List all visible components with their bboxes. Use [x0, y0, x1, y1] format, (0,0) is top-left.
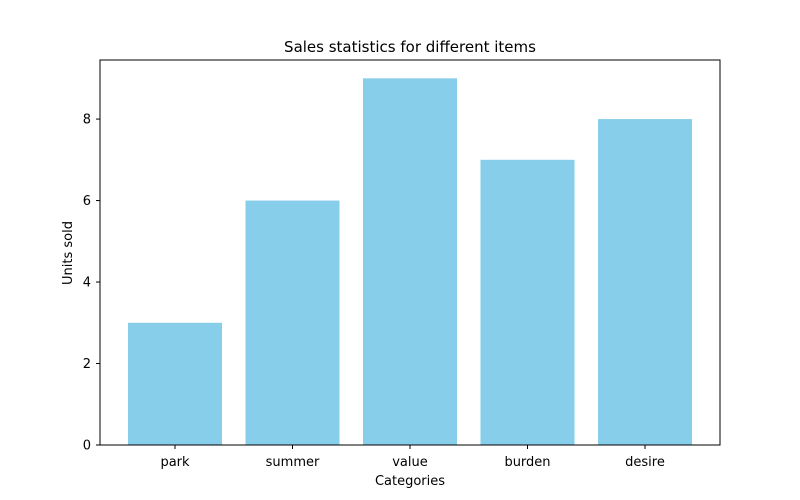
x-tick-label-burden: burden — [504, 455, 550, 470]
y-tick-label-2: 2 — [83, 357, 91, 372]
y-tick-label-4: 4 — [83, 276, 91, 291]
y-axis-label: Units sold — [61, 221, 76, 285]
bars-group — [128, 78, 692, 446]
bar-value — [363, 78, 457, 445]
x-axis: park summer value burden desire — [160, 445, 665, 470]
y-tick-label-6: 6 — [83, 194, 91, 209]
bar-burden — [480, 159, 575, 445]
y-axis: 0 2 4 6 8 — [83, 113, 100, 454]
y-tick-label-0: 0 — [83, 439, 91, 454]
x-tick-label-park: park — [160, 455, 190, 470]
y-tick-label-8: 8 — [83, 113, 91, 128]
plot-frame — [99, 59, 721, 446]
x-tick-label-summer: summer — [266, 455, 320, 470]
x-tick-label-value: value — [392, 455, 428, 470]
bar-desire — [598, 119, 692, 446]
bar-park — [128, 322, 222, 445]
chart-title: Sales statistics for different items — [284, 38, 536, 56]
x-axis-label: Categories — [375, 474, 445, 489]
bar-summer — [245, 200, 340, 445]
x-tick-label-desire: desire — [625, 455, 665, 470]
